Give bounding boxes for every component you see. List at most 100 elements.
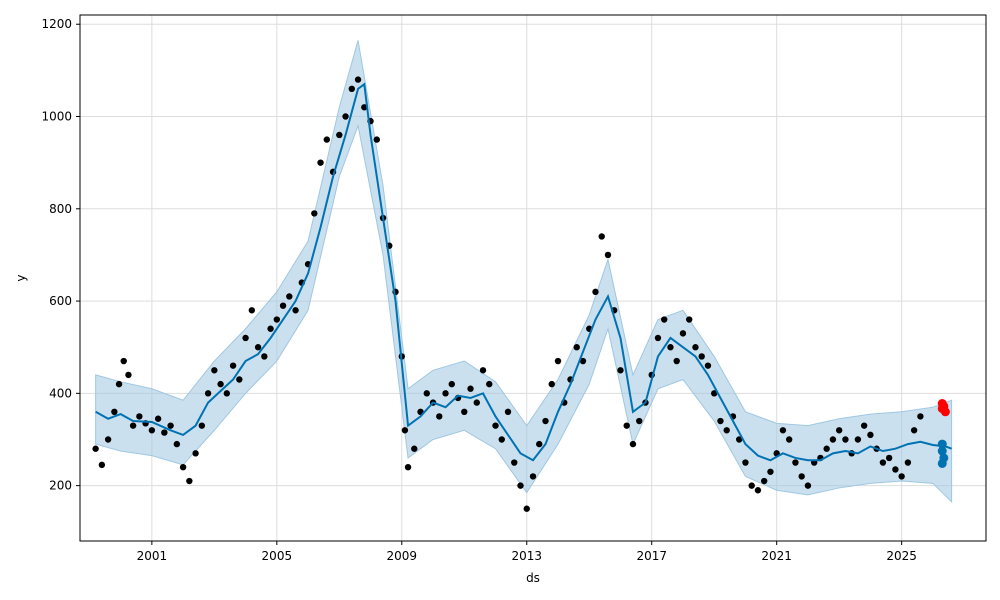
- observed-point: [623, 422, 630, 429]
- observed-point: [120, 357, 127, 365]
- observed-point: [579, 357, 587, 365]
- observed-point: [161, 429, 168, 436]
- observed-point: [448, 380, 455, 388]
- observed-point: [148, 427, 156, 434]
- observed-point: [273, 316, 281, 323]
- observed-point: [104, 436, 112, 443]
- observed-point: [511, 459, 518, 466]
- observed-point: [523, 505, 530, 512]
- observed-point: [342, 113, 349, 120]
- observed-point: [373, 136, 380, 143]
- observed-point: [361, 104, 368, 111]
- observed-point: [779, 427, 787, 434]
- x-tick-label: 2025: [886, 549, 917, 563]
- forecast-end-markers: [937, 399, 950, 468]
- y-tick-label: 400: [49, 386, 72, 400]
- observed-point: [742, 459, 749, 466]
- observed-point: [654, 334, 662, 342]
- observed-point: [504, 408, 512, 416]
- observed-points: [92, 76, 924, 512]
- forecast-line: [95, 82, 952, 462]
- observed-point: [823, 445, 830, 452]
- observed-point: [115, 380, 123, 388]
- observed-point: [129, 422, 137, 429]
- observed-point: [842, 436, 849, 443]
- observed-point: [217, 380, 224, 388]
- observed-point: [167, 422, 174, 429]
- observed-point: [898, 473, 905, 480]
- observed-point: [617, 367, 624, 374]
- observed-point: [279, 302, 287, 309]
- observed-point: [311, 210, 318, 217]
- observed-point: [136, 413, 143, 420]
- observed-point: [461, 408, 468, 416]
- observed-point: [667, 344, 674, 351]
- observed-point: [536, 440, 543, 448]
- observed-point: [760, 477, 768, 485]
- observed-point: [204, 390, 212, 397]
- y-tick-label: 1000: [41, 110, 72, 124]
- observed-point: [229, 362, 237, 369]
- uncertainty-band: [95, 40, 953, 503]
- observed-point: [186, 477, 193, 485]
- observed-point: [629, 440, 637, 448]
- observed-point: [792, 459, 799, 466]
- observed-point: [661, 316, 668, 323]
- plot-frame: [79, 14, 987, 542]
- observed-point: [573, 344, 580, 351]
- forecast-end-point: [937, 439, 947, 449]
- observed-point: [529, 473, 537, 480]
- observed-point: [717, 417, 724, 425]
- observed-point: [111, 408, 118, 416]
- observed-point: [467, 385, 474, 392]
- observed-point: [829, 436, 837, 443]
- y-tick-label: 200: [49, 479, 72, 493]
- observed-point: [885, 454, 893, 462]
- y-axis-label: y: [14, 274, 28, 281]
- observed-point: [548, 380, 555, 388]
- y-axis: 200 400 600 800 1000 1200: [41, 17, 80, 493]
- observed-point: [804, 482, 812, 489]
- highlight-point: [937, 399, 947, 409]
- x-tick-label: 2001: [137, 549, 168, 563]
- forecast-path: [95, 82, 952, 462]
- observed-point: [673, 357, 680, 365]
- observed-point: [879, 459, 887, 466]
- observed-point: [517, 482, 524, 489]
- observed-point: [423, 390, 430, 397]
- observed-point: [754, 487, 762, 494]
- observed-point: [192, 450, 199, 457]
- observed-point: [711, 390, 718, 397]
- observed-point: [692, 344, 699, 351]
- observed-point: [479, 367, 487, 374]
- observed-point: [542, 417, 549, 425]
- uncertainty-area: [95, 40, 953, 503]
- observed-point: [554, 357, 562, 365]
- observed-point: [317, 159, 324, 166]
- observed-point: [854, 436, 862, 443]
- observed-point: [748, 482, 755, 489]
- observed-point: [411, 445, 418, 452]
- observed-point: [892, 466, 899, 473]
- observed-point: [604, 251, 612, 259]
- observed-point: [404, 463, 412, 471]
- grid: [80, 15, 986, 541]
- observed-point: [354, 76, 362, 83]
- observed-point: [292, 307, 299, 314]
- observed-point: [179, 463, 187, 471]
- forecast-end-point: [937, 458, 947, 468]
- observed-point: [223, 390, 231, 397]
- x-tick-label: 2013: [511, 549, 542, 563]
- observed-point: [636, 417, 643, 425]
- observed-point: [173, 440, 181, 448]
- observed-point: [98, 461, 106, 469]
- observed-point: [211, 367, 218, 374]
- observed-point: [267, 325, 274, 332]
- observed-point: [486, 380, 493, 388]
- observed-point: [860, 422, 868, 429]
- x-tick-label: 2021: [761, 549, 792, 563]
- observed-point: [798, 473, 805, 480]
- x-axis-label: ds: [526, 571, 540, 585]
- observed-point: [442, 390, 449, 397]
